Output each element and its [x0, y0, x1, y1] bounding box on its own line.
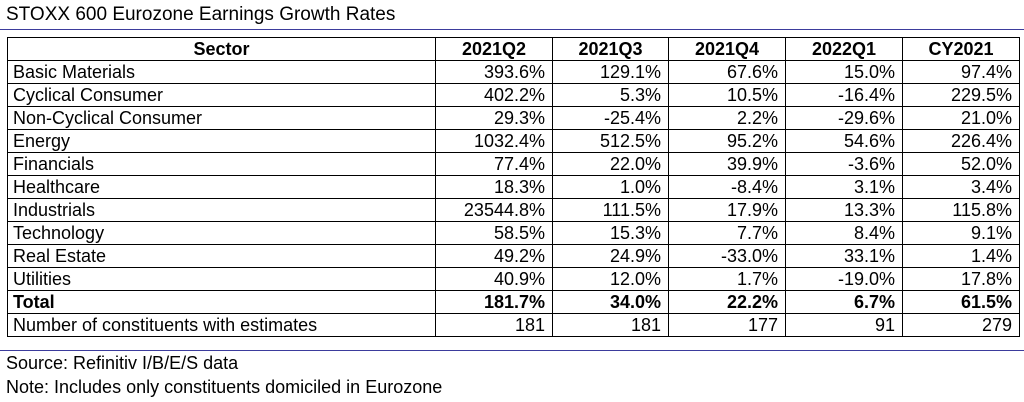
- value-cell: 402.2%: [435, 83, 553, 107]
- value-cell: 95.2%: [668, 129, 786, 153]
- constituents-value: 91: [785, 313, 903, 337]
- value-cell: 22.0%: [552, 152, 669, 176]
- value-cell: 10.5%: [668, 83, 786, 107]
- sector-label: Healthcare: [7, 175, 436, 199]
- value-cell: 58.5%: [435, 221, 553, 245]
- value-cell: -33.0%: [668, 244, 786, 268]
- total-value: 6.7%: [785, 290, 903, 314]
- source-note: Source: Refinitiv I/B/E/S data: [6, 353, 239, 373]
- header-cy2021: CY2021: [902, 37, 1020, 61]
- header-2021q4: 2021Q4: [668, 37, 786, 61]
- value-cell: 229.5%: [902, 83, 1020, 107]
- value-cell: -8.4%: [668, 175, 786, 199]
- value-cell: 49.2%: [435, 244, 553, 268]
- total-row: Total 181.7% 34.0% 22.2% 6.7% 61.5%: [7, 290, 1020, 314]
- total-value: 34.0%: [552, 290, 669, 314]
- table-row: Healthcare 18.3% 1.0% -8.4% 3.1% 3.4%: [7, 175, 1020, 199]
- value-cell: 33.1%: [785, 244, 903, 268]
- value-cell: -29.6%: [785, 106, 903, 130]
- table-header-row: Sector 2021Q2 2021Q3 2021Q4 2022Q1 CY202…: [7, 37, 1020, 61]
- table-row: Real Estate 49.2% 24.9% -33.0% 33.1% 1.4…: [7, 244, 1020, 268]
- value-cell: 7.7%: [668, 221, 786, 245]
- table-row: Technology 58.5% 15.3% 7.7% 8.4% 9.1%: [7, 221, 1020, 245]
- header-2021q3: 2021Q3: [552, 37, 669, 61]
- sector-label: Financials: [7, 152, 436, 176]
- value-cell: 3.1%: [785, 175, 903, 199]
- value-cell: 97.4%: [902, 60, 1020, 84]
- table-row: Basic Materials 393.6% 129.1% 67.6% 15.0…: [7, 60, 1020, 84]
- bottom-rule: [0, 350, 1024, 351]
- value-cell: -19.0%: [785, 267, 903, 291]
- value-cell: 18.3%: [435, 175, 553, 199]
- sector-label: Technology: [7, 221, 436, 245]
- value-cell: 9.1%: [902, 221, 1020, 245]
- table-row: Cyclical Consumer 402.2% 5.3% 10.5% -16.…: [7, 83, 1020, 107]
- sector-label: Cyclical Consumer: [7, 83, 436, 107]
- value-cell: 39.9%: [668, 152, 786, 176]
- value-cell: 24.9%: [552, 244, 669, 268]
- table-row: Financials 77.4% 22.0% 39.9% -3.6% 52.0%: [7, 152, 1020, 176]
- value-cell: 3.4%: [902, 175, 1020, 199]
- table-row: Energy 1032.4% 512.5% 95.2% 54.6% 226.4%: [7, 129, 1020, 153]
- table-title: STOXX 600 Eurozone Earnings Growth Rates: [6, 4, 396, 25]
- footnote: Note: Includes only constituents domicil…: [6, 377, 443, 397]
- value-cell: 17.9%: [668, 198, 786, 222]
- table-row: Utilities 40.9% 12.0% 1.7% -19.0% 17.8%: [7, 267, 1020, 291]
- value-cell: 29.3%: [435, 106, 553, 130]
- sector-label: Basic Materials: [7, 60, 436, 84]
- total-label: Total: [7, 290, 436, 314]
- value-cell: 5.3%: [552, 83, 669, 107]
- value-cell: 8.4%: [785, 221, 903, 245]
- value-cell: 111.5%: [552, 198, 669, 222]
- value-cell: 13.3%: [785, 198, 903, 222]
- total-value: 181.7%: [435, 290, 553, 314]
- constituents-value: 181: [552, 313, 669, 337]
- value-cell: 512.5%: [552, 129, 669, 153]
- value-cell: 21.0%: [902, 106, 1020, 130]
- value-cell: -16.4%: [785, 83, 903, 107]
- sector-label: Utilities: [7, 267, 436, 291]
- value-cell: -3.6%: [785, 152, 903, 176]
- constituents-label: Number of constituents with estimates: [7, 313, 436, 337]
- sector-label: Energy: [7, 129, 436, 153]
- value-cell: 15.0%: [785, 60, 903, 84]
- value-cell: 54.6%: [785, 129, 903, 153]
- value-cell: 77.4%: [435, 152, 553, 176]
- value-cell: -25.4%: [552, 106, 669, 130]
- table-row: Non-Cyclical Consumer 29.3% -25.4% 2.2% …: [7, 106, 1020, 130]
- value-cell: 226.4%: [902, 129, 1020, 153]
- value-cell: 393.6%: [435, 60, 553, 84]
- value-cell: 17.8%: [902, 267, 1020, 291]
- table-row: Industrials 23544.8% 111.5% 17.9% 13.3% …: [7, 198, 1020, 222]
- header-2022q1: 2022Q1: [785, 37, 903, 61]
- total-value: 22.2%: [668, 290, 786, 314]
- earnings-table: Sector 2021Q2 2021Q3 2021Q4 2022Q1 CY202…: [7, 37, 1020, 337]
- value-cell: 1032.4%: [435, 129, 553, 153]
- value-cell: 15.3%: [552, 221, 669, 245]
- total-value: 61.5%: [902, 290, 1020, 314]
- top-rule: [0, 29, 1024, 30]
- constituents-value: 181: [435, 313, 553, 337]
- constituents-value: 177: [668, 313, 786, 337]
- value-cell: 1.7%: [668, 267, 786, 291]
- constituents-value: 279: [902, 313, 1020, 337]
- value-cell: 52.0%: [902, 152, 1020, 176]
- value-cell: 115.8%: [902, 198, 1020, 222]
- sector-label: Real Estate: [7, 244, 436, 268]
- value-cell: 2.2%: [668, 106, 786, 130]
- value-cell: 67.6%: [668, 60, 786, 84]
- value-cell: 129.1%: [552, 60, 669, 84]
- sector-label: Non-Cyclical Consumer: [7, 106, 436, 130]
- value-cell: 1.0%: [552, 175, 669, 199]
- value-cell: 40.9%: [435, 267, 553, 291]
- value-cell: 23544.8%: [435, 198, 553, 222]
- constituents-row: Number of constituents with estimates 18…: [7, 313, 1020, 337]
- value-cell: 1.4%: [902, 244, 1020, 268]
- header-sector: Sector: [7, 37, 436, 61]
- value-cell: 12.0%: [552, 267, 669, 291]
- header-2021q2: 2021Q2: [435, 37, 553, 61]
- sector-label: Industrials: [7, 198, 436, 222]
